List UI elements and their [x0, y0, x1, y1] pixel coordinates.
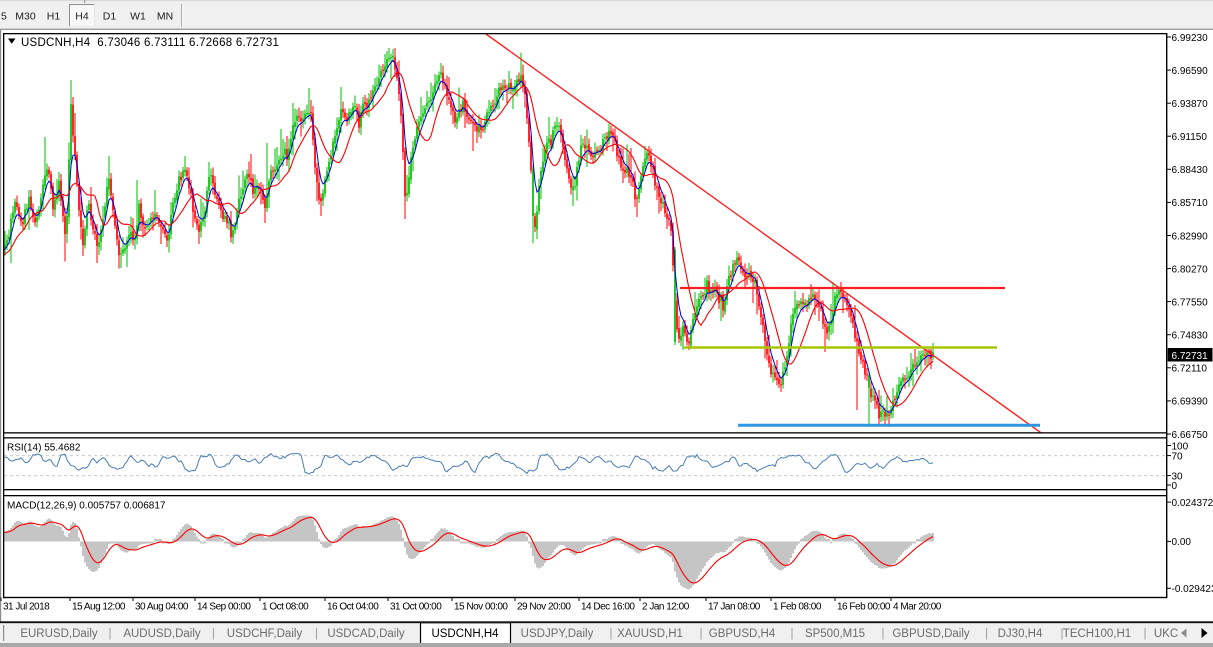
svg-text:6.96590: 6.96590 — [1172, 66, 1209, 77]
svg-text:70: 70 — [1172, 451, 1184, 462]
svg-text:SP500,M15: SP500,M15 — [805, 628, 865, 640]
svg-text:16 Feb 00:00: 16 Feb 00:00 — [837, 602, 891, 613]
svg-text:W1: W1 — [130, 11, 146, 23]
svg-text:1 Feb 08:00: 1 Feb 08:00 — [773, 602, 822, 613]
svg-text:6.85710: 6.85710 — [1172, 198, 1209, 209]
svg-text:6.66750: 6.66750 — [1172, 430, 1209, 441]
svg-text:5: 5 — [1, 11, 7, 23]
svg-text:DJ30,H4: DJ30,H4 — [998, 628, 1043, 640]
svg-text:MACD(12,26,9) 0.005757 0.00681: MACD(12,26,9) 0.005757 0.006817 — [7, 501, 166, 512]
svg-text:GBPUSD,H4: GBPUSD,H4 — [709, 628, 776, 640]
svg-text:6.80270: 6.80270 — [1172, 264, 1209, 275]
svg-text:31 Oct 00:00: 31 Oct 00:00 — [390, 602, 442, 613]
svg-text:6.77550: 6.77550 — [1172, 297, 1209, 308]
svg-text:17 Jan 08:00: 17 Jan 08:00 — [708, 602, 761, 613]
svg-text:6.72110: 6.72110 — [1172, 364, 1208, 375]
svg-text:H4: H4 — [75, 11, 89, 23]
svg-text:14 Sep 00:00: 14 Sep 00:00 — [197, 602, 251, 613]
svg-text:|: | — [109, 628, 112, 640]
svg-text:6.74830: 6.74830 — [1172, 331, 1209, 342]
svg-text:USDJPY,Daily: USDJPY,Daily — [521, 628, 594, 640]
svg-text:30: 30 — [1172, 471, 1184, 482]
svg-text:M30: M30 — [15, 11, 36, 23]
svg-text:|: | — [1061, 628, 1064, 640]
svg-text:6.99230: 6.99230 — [1172, 33, 1209, 44]
svg-text:UKC: UKC — [1154, 628, 1178, 640]
svg-text:D1: D1 — [103, 11, 117, 23]
svg-text:USDCNH,H4: USDCNH,H4 — [431, 628, 499, 640]
svg-text:|: | — [700, 628, 703, 640]
svg-text:6.72731: 6.72731 — [1172, 351, 1209, 362]
svg-text:16 Oct 04:00: 16 Oct 04:00 — [327, 602, 379, 613]
svg-text:XAUUSD,H1: XAUUSD,H1 — [617, 628, 683, 640]
svg-text:USDCNH,H4 6.73046 6.73111 6.7: USDCNH,H4 6.73046 6.73111 6.72668 6.7273… — [21, 37, 279, 49]
svg-text:6.82990: 6.82990 — [1172, 231, 1209, 242]
svg-text:6.93870: 6.93870 — [1172, 99, 1209, 110]
svg-text:0: 0 — [1172, 481, 1178, 492]
svg-text:15 Aug 12:00: 15 Aug 12:00 — [72, 602, 126, 613]
svg-text:EURUSD,Daily: EURUSD,Daily — [20, 628, 98, 640]
svg-text:0.024372: 0.024372 — [1172, 498, 1213, 509]
svg-text:31 Jul 2018: 31 Jul 2018 — [3, 602, 50, 613]
svg-text:0.00: 0.00 — [1172, 537, 1192, 548]
svg-text:RSI(14) 55.4682: RSI(14) 55.4682 — [7, 443, 81, 454]
svg-text:6.91150: 6.91150 — [1172, 132, 1208, 143]
svg-text:USDCHF,Daily: USDCHF,Daily — [227, 628, 303, 640]
svg-text:GBPUSD,Daily: GBPUSD,Daily — [892, 628, 970, 640]
svg-text:|: | — [610, 628, 613, 640]
svg-text:|: | — [791, 628, 794, 640]
svg-text:|: | — [315, 628, 318, 640]
svg-text:4 Mar 20:00: 4 Mar 20:00 — [893, 602, 942, 613]
svg-text:2 Jan 12:00: 2 Jan 12:00 — [642, 602, 690, 613]
svg-text:H1: H1 — [47, 11, 61, 23]
svg-text:USDCAD,Daily: USDCAD,Daily — [327, 628, 405, 640]
svg-text:6.69390: 6.69390 — [1172, 397, 1209, 408]
svg-text:MN: MN — [157, 11, 173, 23]
svg-text:15 Nov 00:00: 15 Nov 00:00 — [454, 602, 508, 613]
svg-text:-0.029423: -0.029423 — [1172, 584, 1213, 595]
svg-text:6.88430: 6.88430 — [1172, 165, 1209, 176]
svg-text:30 Aug 04:00: 30 Aug 04:00 — [135, 602, 189, 613]
svg-text:29 Nov 20:00: 29 Nov 20:00 — [517, 602, 571, 613]
svg-text:14 Dec 16:00: 14 Dec 16:00 — [581, 602, 635, 613]
svg-text:AUDUSD,Daily: AUDUSD,Daily — [123, 628, 201, 640]
svg-text:100: 100 — [1172, 441, 1189, 452]
svg-text:TECH100,H1: TECH100,H1 — [1063, 628, 1131, 640]
svg-text:|: | — [212, 628, 215, 640]
svg-text:|: | — [882, 628, 885, 640]
svg-text:1 Oct 08:00: 1 Oct 08:00 — [262, 602, 309, 613]
svg-text:|: | — [985, 628, 988, 640]
svg-text:|: | — [1144, 628, 1147, 640]
